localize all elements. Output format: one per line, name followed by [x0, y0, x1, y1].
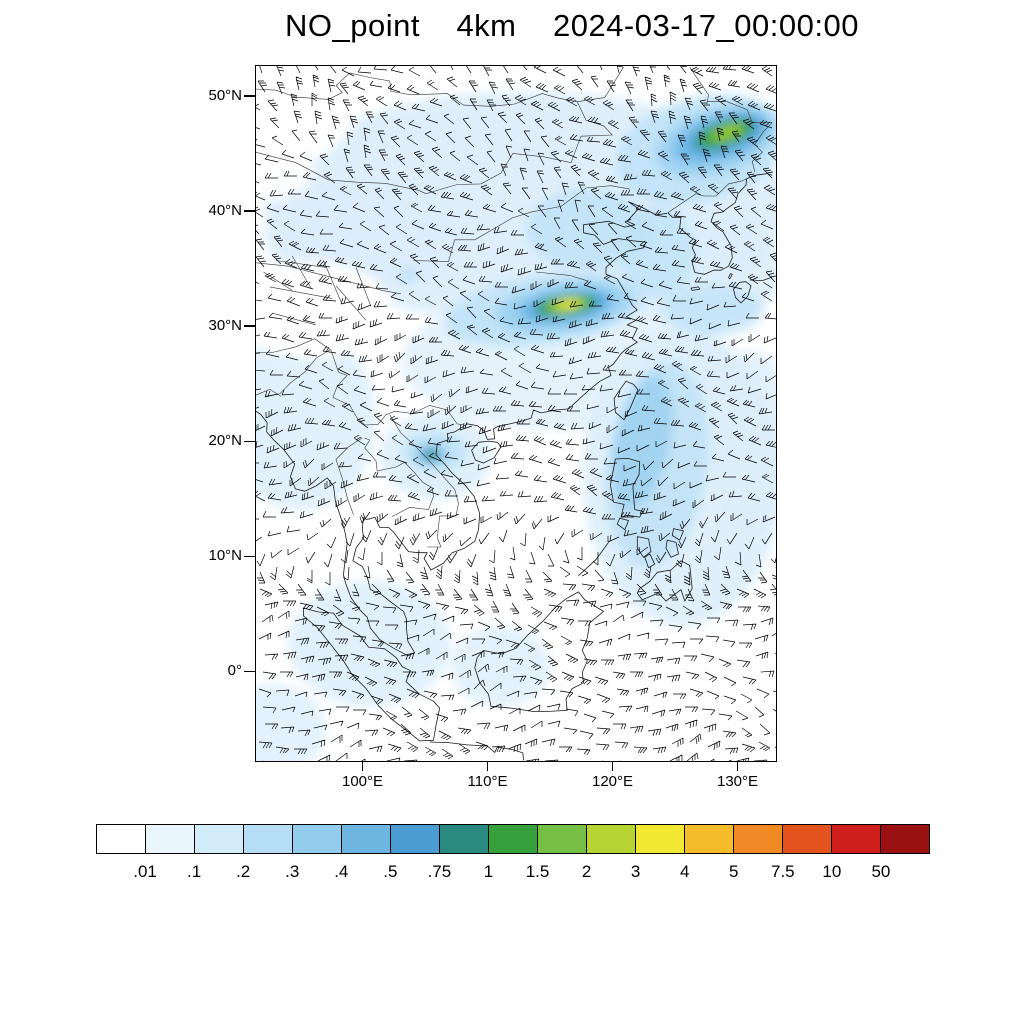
y-tick-mark	[244, 670, 255, 673]
colorbar-level-label: 2	[581, 862, 592, 881]
colorbar-box	[488, 824, 538, 854]
colorbar-box	[831, 824, 881, 854]
colorbar-level-label: .1	[187, 862, 202, 881]
x-tick-mark	[736, 762, 739, 771]
y-tick-mark	[244, 555, 255, 558]
y-tick-mark	[244, 210, 255, 212]
x-tick-mark	[361, 762, 364, 771]
border-layer	[256, 67, 773, 548]
colorbar-level-label: 5	[729, 862, 739, 881]
y-tick-mark	[244, 325, 255, 327]
x-tick-mark	[611, 762, 614, 771]
colorbar-level-label: .75	[427, 862, 452, 881]
colorbar-box	[586, 824, 636, 854]
colorbar-box	[292, 824, 342, 854]
colorbar-level-label: .3	[285, 862, 300, 881]
x-tick-label: 130°E	[716, 773, 759, 790]
colorbar-level-label: 10	[822, 862, 842, 881]
colorbar-box	[439, 824, 489, 854]
y-tick-label: 20°N	[208, 432, 242, 450]
y-tick-mark	[244, 440, 255, 443]
colorbar-level-label: 3	[630, 862, 641, 881]
colorbar-box	[243, 824, 293, 854]
colorbar-level-label: 1.5	[525, 862, 550, 881]
colorbar	[96, 824, 930, 854]
y-tick-label: 30°N	[208, 317, 242, 335]
x-tick-label: 110°E	[467, 773, 508, 790]
colorbar-level-label: 7.5	[770, 862, 795, 881]
colorbar-level-label: .4	[334, 862, 349, 881]
wind-barb-layer	[256, 66, 776, 761]
colorbar-box	[684, 824, 734, 854]
colorbar-level-label: .2	[236, 862, 251, 881]
concentration-shading-layer	[256, 66, 776, 761]
colorbar-box	[145, 824, 195, 854]
colorbar-level-label: .01	[133, 862, 157, 881]
y-tick-label: 40°N	[208, 202, 242, 220]
colorbar-box	[341, 824, 391, 854]
plot-title: NO_point 4km 2024-03-17_00:00:00	[285, 8, 859, 43]
map-svg	[256, 66, 776, 761]
x-tick-mark	[486, 762, 489, 771]
y-tick-label: 50°N	[208, 87, 242, 105]
colorbar-box	[635, 824, 685, 854]
colorbar-box	[96, 824, 146, 854]
map-plot-area	[255, 65, 777, 762]
colorbar-level-label: 1	[483, 862, 494, 881]
y-tick-label: 0°	[227, 662, 242, 680]
y-tick-mark	[244, 95, 255, 97]
colorbar-level-label: .5	[383, 862, 398, 881]
x-tick-label: 120°E	[591, 773, 634, 790]
colorbar-box	[782, 824, 832, 854]
colorbar-box	[880, 824, 930, 854]
colorbar-box	[733, 824, 783, 854]
colorbar-box	[194, 824, 244, 854]
y-tick-label: 10°N	[208, 547, 242, 565]
colorbar-level-label: 4	[679, 862, 690, 881]
colorbar-box	[390, 824, 440, 854]
colorbar-box	[537, 824, 587, 854]
x-tick-label: 100°E	[341, 773, 384, 790]
colorbar-level-label: 50	[871, 862, 891, 881]
